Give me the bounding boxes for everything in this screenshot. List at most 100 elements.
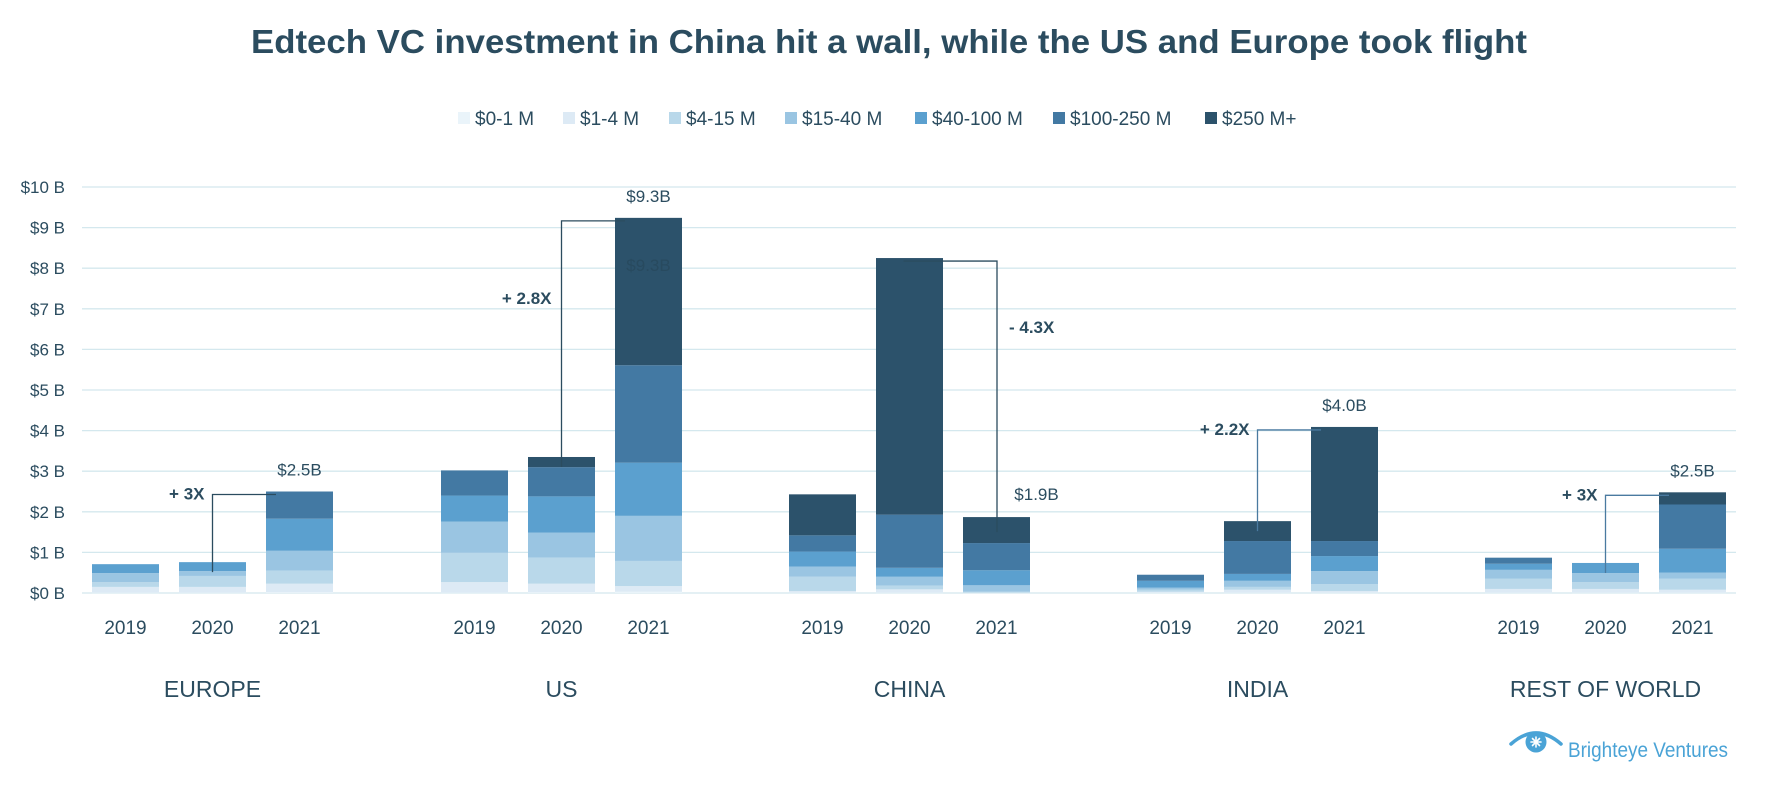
- stacked-bar: [876, 258, 943, 594]
- bar-segment: [441, 495, 508, 522]
- y-tick-label: $10 B: [21, 178, 65, 197]
- bar-segment: [1224, 589, 1291, 593]
- bar-segment: [92, 592, 159, 594]
- legend-item: $4-15 M: [669, 109, 756, 130]
- bar-segment: [876, 592, 943, 594]
- year-label: 2021: [278, 618, 320, 639]
- bars: [92, 217, 1726, 594]
- bar-segment: [876, 567, 943, 577]
- bar-segment: [1659, 492, 1726, 505]
- bar-segment: [615, 515, 682, 561]
- legend-swatch: [563, 112, 575, 124]
- bar-segment: [441, 552, 508, 583]
- bar-segment: [876, 585, 943, 590]
- bar-segment: [441, 592, 508, 594]
- bar-segment: [876, 589, 943, 593]
- bar-segment: [179, 592, 246, 594]
- multiplier-label: + 3X: [169, 485, 205, 504]
- legend-swatch: [669, 112, 681, 124]
- bar-segment: [1224, 586, 1291, 590]
- y-tick-label: $9 B: [30, 219, 65, 238]
- year-label: 2019: [1497, 618, 1539, 639]
- legend-label: $40-100 M: [932, 109, 1023, 130]
- stacked-bar: [1137, 574, 1204, 594]
- legend-label: $15-40 M: [802, 109, 882, 130]
- bar-segment: [1659, 548, 1726, 573]
- bar-segment: [876, 576, 943, 586]
- bar-segment: [1224, 580, 1291, 587]
- bar-segment: [1137, 592, 1204, 594]
- bar-segment: [1311, 541, 1378, 557]
- bar-segment: [1659, 589, 1726, 593]
- multiplier-label: + 3X: [1562, 485, 1598, 504]
- bar-segment: [789, 566, 856, 577]
- stacked-bar: [266, 491, 333, 593]
- bar-segment: [1311, 571, 1378, 585]
- bar-segment: [1137, 574, 1204, 581]
- stacked-bar: [441, 470, 508, 594]
- legend: $0-1 M $1-4 M $4-15 M $15-40 M $40-100 M $100…: [458, 109, 1296, 130]
- bar-segment: [1137, 589, 1204, 592]
- bar-segment: [441, 470, 508, 496]
- year-label: 2019: [453, 618, 495, 639]
- legend-item: $1-4 M: [563, 109, 639, 130]
- legend-label: $250 M+: [1222, 109, 1296, 130]
- bar-segment: [528, 467, 595, 497]
- bar-segment: [963, 585, 1030, 592]
- bar-segment: [876, 514, 943, 568]
- bar-segment: [528, 583, 595, 593]
- bar-segment: [963, 543, 1030, 571]
- y-tick-label: $5 B: [30, 381, 65, 400]
- legend-swatch: [785, 112, 797, 124]
- multiplier-connector: [560, 220, 625, 467]
- stacked-bar: [789, 494, 856, 594]
- year-label: 2021: [1323, 618, 1365, 639]
- bar-segment: [1485, 588, 1552, 593]
- bar-segment: [1311, 426, 1378, 542]
- bar-group-europe: [92, 491, 333, 594]
- bar-segment: [1572, 588, 1639, 593]
- stacked-bar: [1659, 492, 1726, 594]
- bar-segment: [179, 575, 246, 587]
- bar-segment: [615, 591, 682, 593]
- bar-segment: [1659, 572, 1726, 579]
- bar-segment: [1659, 504, 1726, 549]
- bar-segment: [789, 576, 856, 591]
- bar-segment: [789, 535, 856, 552]
- multiplier-connector: [211, 493, 276, 573]
- logo-text: Brighteye Ventures: [1568, 739, 1728, 762]
- bar-segment: [179, 571, 246, 576]
- bar-segment: [789, 592, 856, 594]
- bar-segment: [92, 564, 159, 574]
- multiplier-label: - 4.3X: [1009, 318, 1055, 337]
- bar-group-india: [1137, 426, 1378, 594]
- bar-segment: [528, 557, 595, 584]
- bar-segment: [92, 586, 159, 593]
- legend-item: $40-100 M: [915, 109, 1023, 130]
- legend-swatch: [915, 112, 927, 124]
- legend-item: $250 M+: [1205, 109, 1296, 130]
- bar-group-china: [789, 258, 1030, 594]
- legend-item: $0-1 M: [458, 109, 534, 130]
- bar-segment: [1311, 584, 1378, 591]
- total-label: $2.5B: [277, 461, 321, 480]
- stacked-bar: [1224, 521, 1291, 594]
- year-label: 2019: [1149, 618, 1191, 639]
- y-tick-label: $4 B: [30, 422, 65, 441]
- year-label: 2020: [1236, 618, 1278, 639]
- bar-segment: [528, 532, 595, 558]
- bar-segment: [1572, 592, 1639, 594]
- bar-segment: [615, 217, 682, 366]
- bar-segment: [1224, 592, 1291, 594]
- bar-segment: [789, 494, 856, 536]
- y-tick-label: $6 B: [30, 340, 65, 359]
- multiplier-connector: [903, 260, 998, 533]
- bar-segment: [1572, 582, 1639, 589]
- bar-segment: [1224, 573, 1291, 581]
- bar-segment: [1137, 587, 1204, 590]
- x-axis-labels: 2019 2020 2021 EUROPE 2019 2020 2021 US 2019 2020…: [104, 618, 1713, 702]
- bar-segment: [1659, 578, 1726, 590]
- chart-title: Edtech VC investment in China hit a wall…: [251, 23, 1527, 60]
- eye-icon: [1509, 731, 1563, 753]
- bar-segment: [1485, 578, 1552, 589]
